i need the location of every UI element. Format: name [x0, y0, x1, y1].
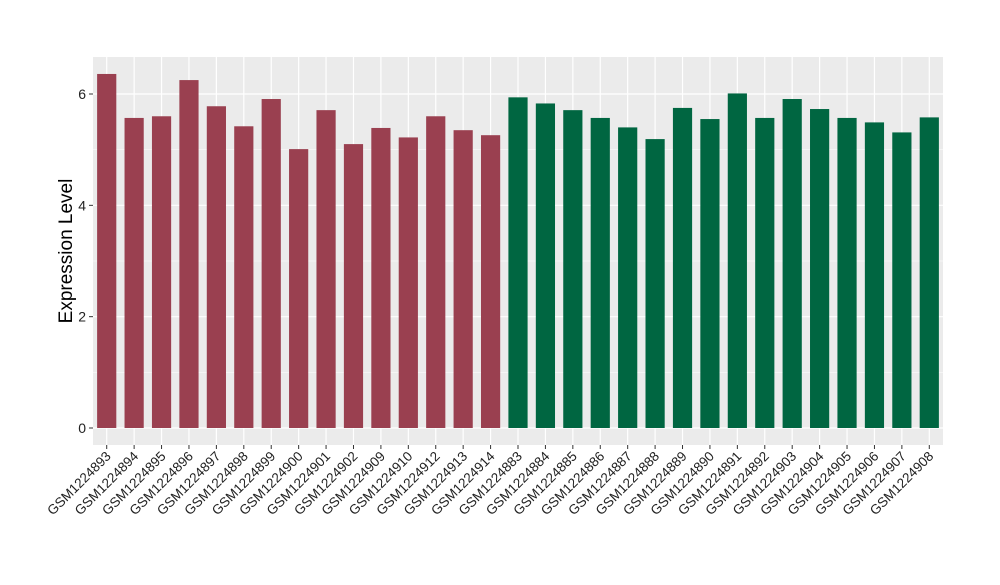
bar-GSM1224910: [398, 137, 418, 429]
bar-GSM1224895: [151, 116, 172, 429]
bar-GSM1224888: [645, 139, 665, 428]
bar-GSM1224909: [371, 127, 391, 428]
bar-GSM1224905: [837, 117, 857, 428]
bar-GSM1224883: [508, 97, 528, 428]
bar-GSM1224897: [206, 106, 226, 428]
bar-GSM1224908: [919, 117, 939, 428]
bar-GSM1224891: [727, 93, 747, 429]
bar-GSM1224886: [590, 117, 610, 428]
bar-GSM1224913: [453, 130, 473, 428]
y-tick-label: 0: [78, 420, 86, 436]
bar-GSM1224887: [618, 127, 638, 429]
bar-GSM1224906: [864, 122, 885, 428]
bar-GSM1224884: [535, 103, 556, 429]
bar-GSM1224912: [426, 116, 446, 429]
bar-GSM1224890: [700, 119, 720, 429]
y-tick-label: 2: [78, 309, 86, 325]
bar-GSM1224903: [782, 99, 802, 428]
bar-GSM1224893: [97, 73, 117, 429]
bar-GSM1224896: [179, 80, 199, 428]
bar-GSM1224894: [124, 117, 144, 428]
bar-GSM1224907: [892, 132, 912, 428]
bar-GSM1224901: [316, 110, 336, 428]
y-tick-label: 6: [78, 86, 86, 102]
bar-GSM1224892: [755, 117, 775, 428]
bar-GSM1224904: [810, 109, 830, 428]
bar-GSM1224889: [672, 107, 693, 429]
y-axis-label: Expression Level: [56, 179, 77, 324]
y-tick-label: 4: [78, 197, 86, 213]
bar-GSM1224902: [343, 144, 364, 428]
bar-GSM1224899: [261, 99, 281, 428]
bar-GSM1224898: [234, 126, 254, 428]
bar-GSM1224900: [289, 149, 309, 429]
bar-GSM1224914: [480, 135, 501, 428]
bar-GSM1224885: [563, 110, 583, 428]
